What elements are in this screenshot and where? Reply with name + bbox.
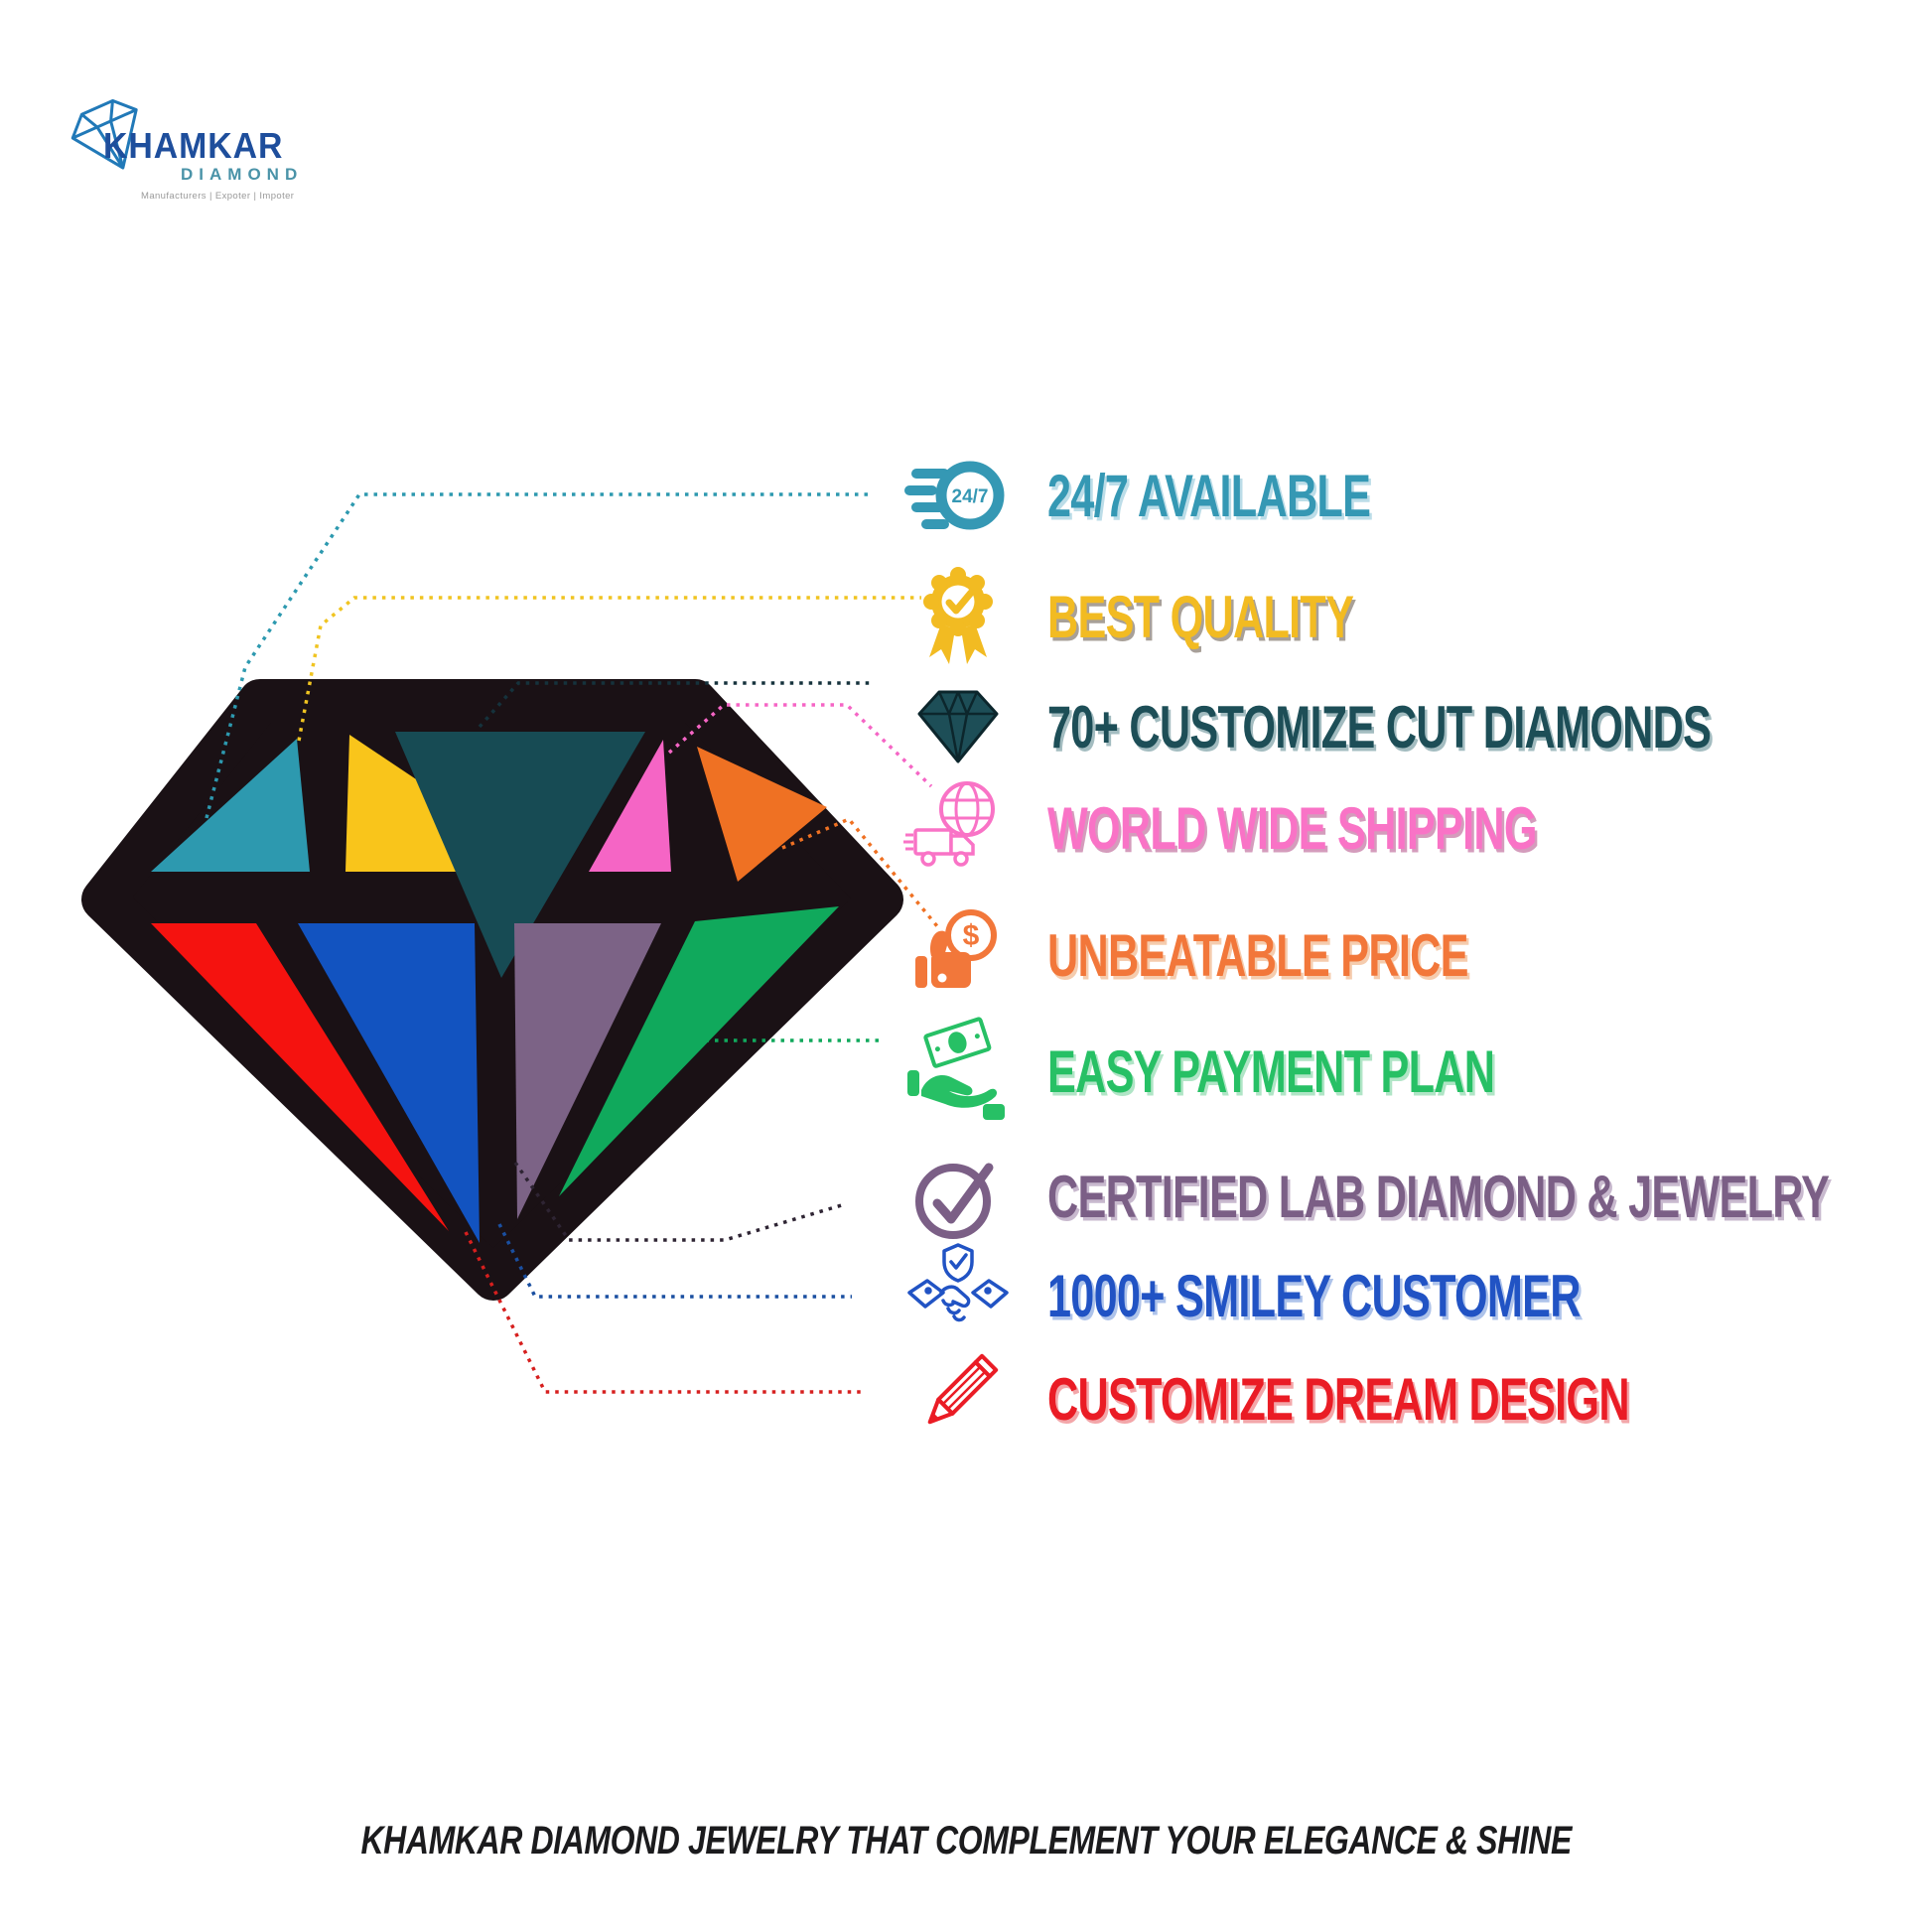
feature-row-design: CUSTOMIZE DREAM DESIGN bbox=[898, 1337, 1856, 1460]
footer-tagline: KHAMKAR DIAMOND JEWELRY THAT COMPLEMENT … bbox=[360, 1819, 1572, 1863]
brand-subtitle: DIAMOND bbox=[181, 165, 304, 184]
speed-24-7-icon: 24/7 bbox=[898, 436, 1018, 555]
feature-label: BEST QUALITY bbox=[1047, 583, 1354, 650]
feature-row-certified: CERTIFIED LAB DIAMOND & JEWELRY bbox=[898, 1135, 1932, 1258]
feature-label: 1000+ SMILEY CUSTOMER bbox=[1047, 1262, 1581, 1329]
feature-row-diamonds: 70+ CUSTOMIZE CUT DIAMONDS bbox=[898, 665, 1932, 788]
connector-shipping bbox=[667, 703, 933, 788]
feature-row-payment: EASY PAYMENT PLAN bbox=[898, 1010, 1668, 1133]
money-hand-icon bbox=[898, 1012, 1018, 1131]
connector-available bbox=[205, 492, 870, 819]
feature-label: EASY PAYMENT PLAN bbox=[1047, 1037, 1495, 1105]
connector-design bbox=[464, 1231, 862, 1394]
thumb-coin-icon: $ bbox=[898, 896, 1018, 1015]
facet-table bbox=[395, 732, 645, 978]
facet-teal bbox=[151, 739, 310, 872]
svg-text:24/7: 24/7 bbox=[952, 486, 989, 507]
facet-green bbox=[559, 906, 839, 1196]
brand-tagline: Manufacturers | Expoter | Impoter bbox=[141, 191, 295, 202]
globe-truck-icon bbox=[898, 768, 1018, 888]
feature-row-quality: BEST QUALITY bbox=[898, 555, 1472, 678]
brand-name: KHAMKAR bbox=[103, 125, 284, 166]
diamond-facets bbox=[151, 732, 839, 1243]
award-badge-icon bbox=[898, 557, 1018, 676]
feature-label: UNBEATABLE PRICE bbox=[1047, 921, 1468, 989]
feature-row-shipping: WORLD WIDE SHIPPING bbox=[898, 766, 1726, 890]
facet-blue bbox=[298, 923, 480, 1243]
facet-red bbox=[151, 923, 449, 1231]
feature-label: WORLD WIDE SHIPPING bbox=[1047, 794, 1537, 862]
facet-purple bbox=[514, 923, 661, 1219]
feature-label: CERTIFIED LAB DIAMOND & JEWELRY bbox=[1047, 1163, 1830, 1230]
feature-label: CUSTOMIZE DREAM DESIGN bbox=[1047, 1365, 1630, 1433]
brand-diamond-icon bbox=[70, 98, 138, 170]
connector-lines bbox=[205, 492, 939, 1394]
feature-row-price: $ UNBEATABLE PRICE bbox=[898, 894, 1631, 1017]
feature-label: 70+ CUSTOMIZE CUT DIAMONDS bbox=[1047, 693, 1712, 760]
check-circle-icon bbox=[898, 1137, 1018, 1256]
svg-text:$: $ bbox=[963, 919, 980, 952]
feature-row-customers: 1000+ SMILEY CUSTOMER bbox=[898, 1234, 1787, 1357]
connector-certified bbox=[513, 1162, 846, 1242]
feature-row-available: 24/7 24/7 AVAILABLE bbox=[898, 434, 1496, 557]
handshake-shield-icon bbox=[898, 1236, 1018, 1355]
footer: KHAMKAR DIAMOND JEWELRY THAT COMPLEMENT … bbox=[0, 1819, 1932, 1863]
pencil-icon bbox=[898, 1339, 1018, 1458]
facet-pink bbox=[589, 740, 671, 872]
facet-orange bbox=[697, 747, 827, 882]
feature-label: 24/7 AVAILABLE bbox=[1047, 462, 1371, 529]
connector-quality bbox=[297, 596, 921, 742]
brand-logo: KHAMKAR DIAMOND Manufacturers | Expoter … bbox=[58, 79, 355, 202]
cut-diamond-icon bbox=[898, 667, 1018, 786]
connector-diamonds bbox=[478, 681, 872, 729]
